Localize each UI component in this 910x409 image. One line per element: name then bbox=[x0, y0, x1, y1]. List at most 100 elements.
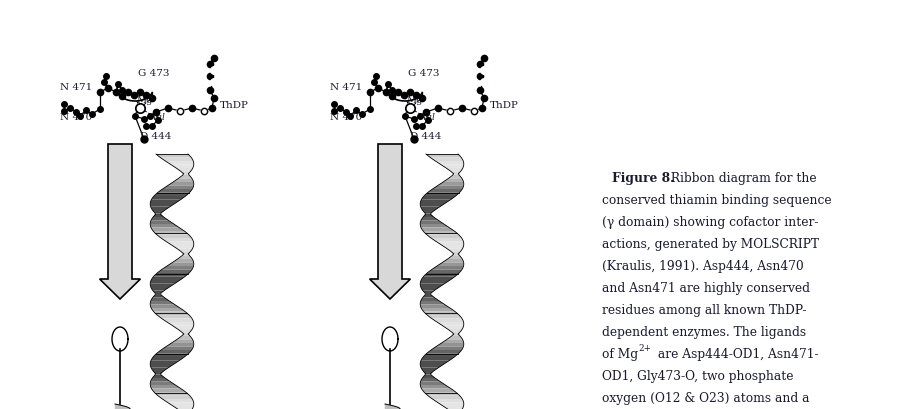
FancyArrow shape bbox=[369, 145, 410, 299]
Polygon shape bbox=[446, 169, 463, 172]
Polygon shape bbox=[423, 354, 459, 357]
Polygon shape bbox=[154, 312, 189, 315]
Polygon shape bbox=[153, 354, 188, 357]
Polygon shape bbox=[162, 266, 194, 270]
Polygon shape bbox=[447, 336, 462, 339]
Polygon shape bbox=[441, 245, 464, 249]
Polygon shape bbox=[152, 375, 165, 378]
Text: Mg: Mg bbox=[406, 96, 422, 105]
Polygon shape bbox=[150, 378, 170, 382]
Polygon shape bbox=[436, 242, 464, 245]
Polygon shape bbox=[162, 186, 194, 189]
Polygon shape bbox=[420, 385, 450, 389]
Text: Ribbon diagram for the: Ribbon diagram for the bbox=[667, 172, 816, 184]
Text: OD1, Gly473-O, two phosphate: OD1, Gly473-O, two phosphate bbox=[602, 369, 794, 382]
Text: and Asn471 are highly conserved: and Asn471 are highly conserved bbox=[602, 281, 810, 294]
Text: N 471: N 471 bbox=[60, 82, 92, 91]
Polygon shape bbox=[166, 162, 194, 165]
Polygon shape bbox=[437, 263, 464, 266]
Polygon shape bbox=[154, 392, 189, 396]
Polygon shape bbox=[420, 284, 445, 287]
Polygon shape bbox=[161, 347, 194, 350]
Polygon shape bbox=[438, 402, 464, 406]
Polygon shape bbox=[177, 249, 193, 252]
Polygon shape bbox=[150, 221, 174, 225]
Polygon shape bbox=[172, 259, 194, 263]
Polygon shape bbox=[437, 322, 464, 326]
Polygon shape bbox=[451, 333, 460, 336]
Polygon shape bbox=[423, 294, 434, 298]
Polygon shape bbox=[151, 389, 186, 392]
Polygon shape bbox=[167, 322, 194, 326]
Polygon shape bbox=[173, 179, 194, 182]
Polygon shape bbox=[427, 270, 462, 273]
Text: G 473: G 473 bbox=[138, 68, 169, 77]
Text: Mg: Mg bbox=[136, 96, 152, 105]
Polygon shape bbox=[440, 165, 464, 169]
Text: D 444: D 444 bbox=[140, 132, 171, 141]
Polygon shape bbox=[421, 308, 455, 312]
Polygon shape bbox=[182, 252, 190, 256]
Polygon shape bbox=[153, 371, 164, 375]
Polygon shape bbox=[421, 196, 456, 200]
Polygon shape bbox=[428, 396, 462, 399]
Text: Figure 8.: Figure 8. bbox=[612, 172, 674, 184]
Polygon shape bbox=[431, 319, 463, 322]
Polygon shape bbox=[423, 214, 434, 218]
Text: ThDP: ThDP bbox=[490, 100, 519, 109]
Polygon shape bbox=[151, 196, 186, 200]
Text: residues among all known ThDP-: residues among all known ThDP- bbox=[602, 303, 806, 316]
Polygon shape bbox=[150, 207, 170, 211]
Polygon shape bbox=[420, 298, 440, 301]
Text: 2+: 2+ bbox=[638, 343, 651, 352]
Polygon shape bbox=[423, 291, 434, 294]
Polygon shape bbox=[150, 200, 181, 204]
Polygon shape bbox=[423, 231, 459, 235]
Polygon shape bbox=[448, 329, 462, 333]
Polygon shape bbox=[431, 238, 463, 242]
Polygon shape bbox=[421, 277, 455, 280]
Polygon shape bbox=[154, 273, 189, 277]
Polygon shape bbox=[154, 193, 189, 196]
Polygon shape bbox=[151, 218, 168, 221]
Polygon shape bbox=[422, 375, 435, 378]
Polygon shape bbox=[427, 235, 461, 238]
Polygon shape bbox=[421, 228, 454, 231]
FancyArrow shape bbox=[99, 145, 140, 299]
Polygon shape bbox=[162, 319, 194, 322]
Polygon shape bbox=[421, 389, 456, 392]
Polygon shape bbox=[153, 231, 188, 235]
Polygon shape bbox=[157, 189, 192, 193]
Polygon shape bbox=[451, 172, 460, 175]
Polygon shape bbox=[157, 315, 192, 319]
Polygon shape bbox=[150, 280, 180, 284]
Polygon shape bbox=[420, 361, 450, 364]
Polygon shape bbox=[153, 294, 165, 298]
Polygon shape bbox=[442, 259, 464, 263]
Polygon shape bbox=[151, 357, 185, 361]
Text: conserved thiamin binding sequence: conserved thiamin binding sequence bbox=[602, 193, 832, 207]
Polygon shape bbox=[150, 385, 181, 389]
Text: D 444: D 444 bbox=[410, 132, 441, 141]
Polygon shape bbox=[181, 172, 190, 175]
Polygon shape bbox=[152, 211, 165, 214]
Text: G 473: G 473 bbox=[408, 68, 440, 77]
Polygon shape bbox=[451, 252, 460, 256]
Polygon shape bbox=[157, 270, 192, 273]
Polygon shape bbox=[423, 312, 459, 315]
Polygon shape bbox=[436, 343, 464, 347]
Polygon shape bbox=[420, 287, 440, 291]
Polygon shape bbox=[151, 298, 169, 301]
Polygon shape bbox=[150, 364, 174, 368]
Polygon shape bbox=[442, 326, 464, 329]
Polygon shape bbox=[172, 339, 194, 343]
Polygon shape bbox=[151, 368, 168, 371]
Polygon shape bbox=[420, 221, 444, 225]
Polygon shape bbox=[150, 301, 175, 305]
Text: (Kraulis, 1991). Asp444, Asn470: (Kraulis, 1991). Asp444, Asn470 bbox=[602, 259, 804, 272]
Polygon shape bbox=[449, 175, 462, 179]
Polygon shape bbox=[447, 249, 462, 252]
Polygon shape bbox=[443, 179, 463, 182]
Polygon shape bbox=[432, 186, 464, 189]
Polygon shape bbox=[427, 315, 462, 319]
